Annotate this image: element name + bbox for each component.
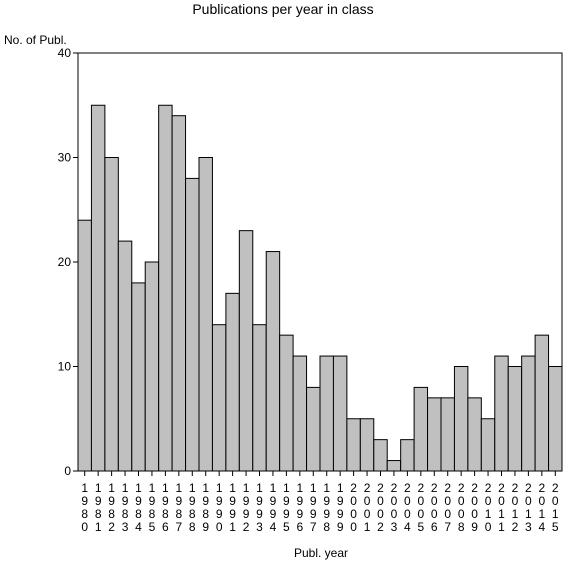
y-tick-label: 0 xyxy=(64,464,71,478)
bar-2004 xyxy=(400,439,415,472)
bar-1997 xyxy=(306,386,321,472)
bar-1990 xyxy=(211,324,227,472)
bar-2003 xyxy=(386,460,402,472)
x-axis: 1 9 8 0 1 9 8 1 1 9 8 2 1 9 8 3 1 9 8 4 1 9 8 5 1 9 8 6 1 9 8 7 1 9 8 8 1 9 8 9… xyxy=(81,471,559,534)
y-tick-label: 40 xyxy=(58,46,72,60)
bar-2011 xyxy=(494,355,509,472)
bar-2015 xyxy=(548,366,563,472)
bar-1993 xyxy=(252,324,267,472)
bar-1981 xyxy=(90,104,106,472)
chart-title: Publications per year in class xyxy=(192,1,373,17)
bar-2005 xyxy=(413,386,429,472)
bar-1989 xyxy=(198,157,213,472)
bar-1987 xyxy=(171,115,187,472)
bar-1999 xyxy=(332,355,348,472)
bar-2008 xyxy=(453,366,469,472)
bar-2014 xyxy=(534,334,550,472)
y-axis: 0 10 20 30 40 xyxy=(58,46,78,478)
bar-1980 xyxy=(77,219,92,472)
bar-2000 xyxy=(346,418,361,472)
bar-1984 xyxy=(131,282,146,472)
bar-1996 xyxy=(292,355,308,472)
bar-1995 xyxy=(279,334,294,472)
bar-1985 xyxy=(144,261,160,472)
bar-1983 xyxy=(117,240,133,472)
y-tick-label: 30 xyxy=(58,151,72,165)
bar-2012 xyxy=(507,366,523,472)
y-tick-label: 20 xyxy=(58,255,72,269)
y-axis-label: No. of Publ. xyxy=(4,33,67,47)
bar-2010 xyxy=(480,418,496,472)
y-tick-label: 10 xyxy=(58,360,72,374)
x-axis-label: Publ. year xyxy=(294,546,348,560)
bar-2009 xyxy=(467,397,482,472)
bar-1998 xyxy=(319,355,334,472)
bar-1994 xyxy=(265,251,281,472)
bars-group xyxy=(77,104,563,472)
bar-1986 xyxy=(158,104,173,472)
bar-1982 xyxy=(104,157,119,472)
bar-1991 xyxy=(225,292,240,472)
bar-2002 xyxy=(373,439,388,472)
bar-1988 xyxy=(185,177,200,472)
bar-2001 xyxy=(359,418,375,472)
bar-2006 xyxy=(427,397,442,472)
bar-2007 xyxy=(440,397,455,472)
bar-2013 xyxy=(521,355,536,472)
bar-1992 xyxy=(238,230,254,472)
